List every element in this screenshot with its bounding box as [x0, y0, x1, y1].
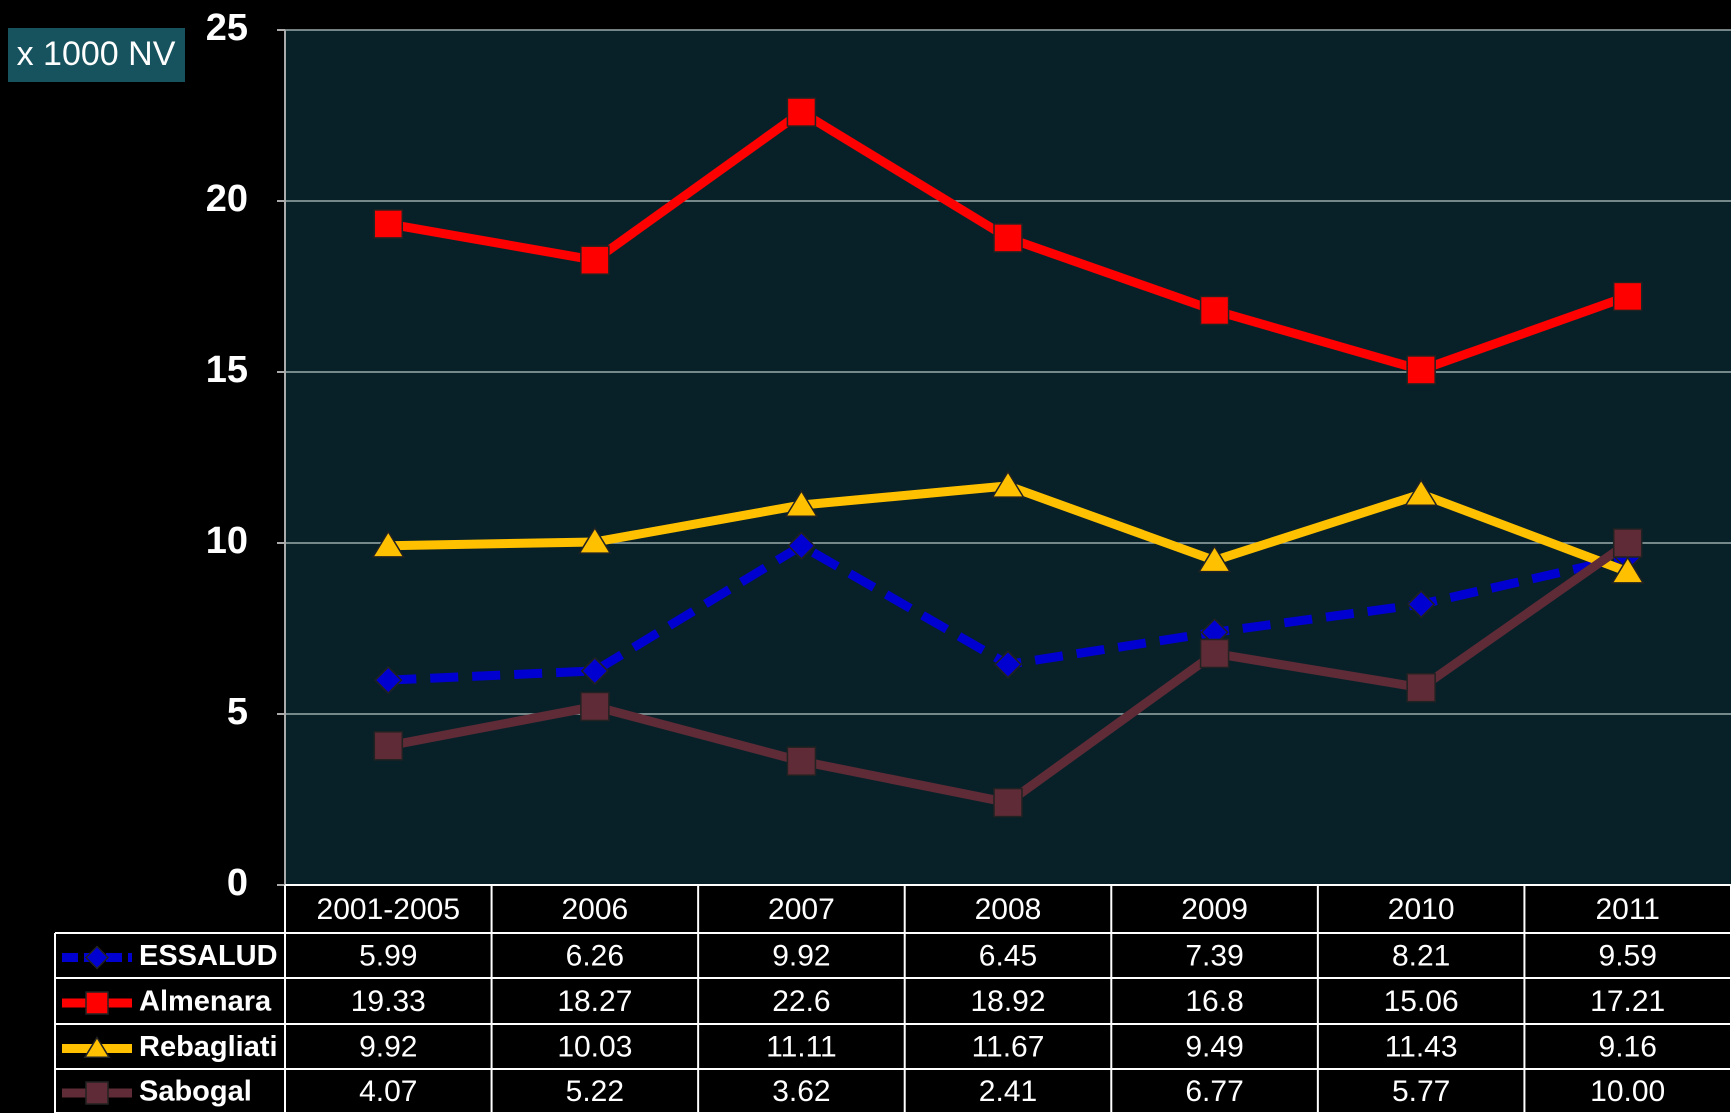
table-value: 17.21 — [1590, 985, 1665, 1018]
table-value: 22.6 — [772, 985, 830, 1018]
data-point — [580, 691, 610, 722]
x-tick-label: 2006 — [561, 893, 628, 926]
table-value: 9.16 — [1599, 1030, 1657, 1063]
data-point — [993, 650, 1023, 679]
y-tick-label: 0 — [227, 862, 248, 904]
table-value: 19.33 — [351, 985, 426, 1018]
table-value: 5.77 — [1392, 1075, 1450, 1108]
data-point — [786, 97, 817, 127]
data-point — [1612, 528, 1643, 558]
table-value: 9.49 — [1185, 1030, 1243, 1063]
data-point — [373, 209, 404, 239]
table-value: 6.45 — [979, 939, 1037, 972]
y-tick-label: 15 — [206, 349, 248, 391]
table-value: 11.11 — [766, 1030, 837, 1063]
table-value: 11.67 — [972, 1030, 1045, 1063]
data-point — [1406, 672, 1436, 703]
legend-label: Rebagliati — [139, 1031, 278, 1063]
data-point — [371, 530, 406, 558]
data-point — [993, 223, 1023, 253]
table-value: 8.21 — [1392, 939, 1450, 972]
legend-marker — [85, 1081, 109, 1105]
data-point — [580, 245, 610, 275]
data-point — [374, 666, 403, 695]
plot-area — [285, 30, 1731, 885]
table-value: 9.92 — [772, 939, 830, 972]
data-point — [578, 526, 612, 554]
table-value: 10.00 — [1590, 1075, 1665, 1108]
y-label-box — [8, 28, 185, 82]
data-point — [373, 731, 404, 761]
legend-marker — [84, 945, 110, 970]
x-tick-label: 2011 — [1595, 893, 1660, 926]
y-axis-label: x 1000 NV — [17, 35, 176, 73]
table-value: 18.92 — [970, 985, 1045, 1018]
data-point — [787, 531, 816, 560]
table-value: 3.62 — [772, 1075, 830, 1108]
y-tick-label: 25 — [206, 7, 248, 49]
legend-label: ESSALUD — [139, 940, 278, 972]
table-value: 11.43 — [1385, 1030, 1458, 1063]
table-value: 5.99 — [359, 939, 417, 972]
y-tick-label: 10 — [206, 520, 248, 562]
x-tick-label: 2008 — [975, 893, 1042, 926]
data-point — [786, 746, 817, 776]
table-value: 9.59 — [1599, 939, 1657, 972]
legend-label: Almenara — [139, 986, 272, 1018]
y-tick-label: 5 — [227, 691, 248, 733]
data-point — [1612, 281, 1643, 312]
data-point — [784, 489, 819, 517]
data-point — [991, 470, 1025, 498]
legend-label: Sabogal — [139, 1076, 252, 1108]
legend-marker — [85, 991, 109, 1015]
data-point — [580, 656, 609, 685]
x-tick-label: 2007 — [768, 893, 835, 926]
table-value: 10.03 — [557, 1030, 632, 1063]
y-tick-label: 20 — [206, 178, 248, 220]
data-point — [993, 787, 1023, 818]
x-tick-label: 2009 — [1181, 893, 1248, 926]
data-point — [1197, 545, 1232, 573]
data-point — [1199, 638, 1230, 669]
table-value: 9.92 — [359, 1030, 417, 1063]
data-point — [1610, 556, 1645, 584]
table-value: 18.27 — [557, 985, 632, 1018]
data-point — [1407, 590, 1436, 619]
table-value: 2.41 — [979, 1075, 1037, 1108]
table-value: 7.39 — [1185, 939, 1243, 972]
table-value: 15.06 — [1384, 985, 1459, 1018]
legend-marker — [83, 1036, 111, 1059]
x-tick-label: 2010 — [1388, 893, 1455, 926]
x-tick-label: 2001-2005 — [317, 893, 460, 926]
table-value: 6.77 — [1185, 1075, 1243, 1108]
table-value: 6.26 — [566, 939, 624, 972]
data-point — [1199, 295, 1230, 326]
data-point — [1406, 355, 1436, 385]
table-value: 4.07 — [359, 1075, 417, 1108]
data-point — [1404, 478, 1438, 507]
table-value: 5.22 — [566, 1075, 624, 1108]
table-value: 16.8 — [1185, 985, 1243, 1018]
